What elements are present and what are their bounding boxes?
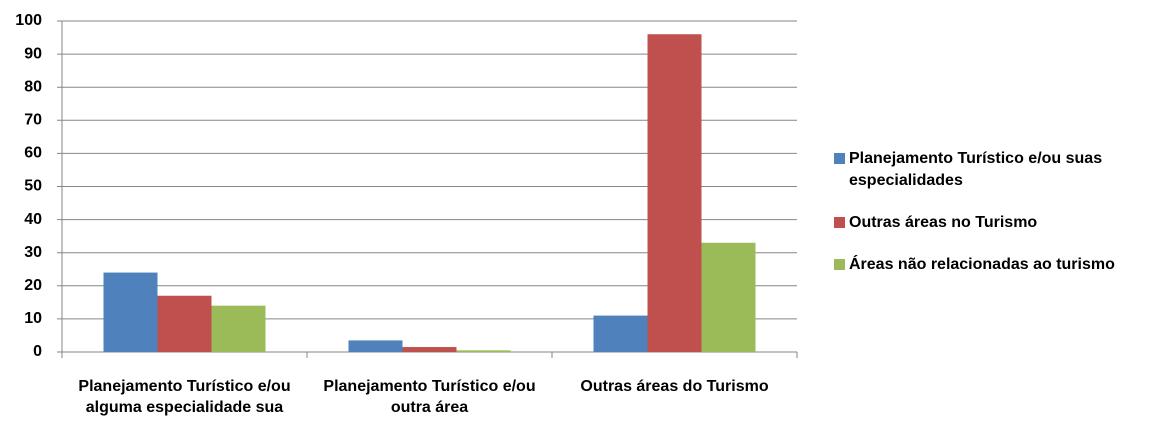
legend-item: Outras áreas no Turismo	[834, 212, 1164, 234]
x-tick-label: Outras áreas do Turismo	[580, 378, 769, 395]
legend-swatch	[834, 153, 845, 164]
bar	[157, 295, 212, 352]
legend-item: Planejamento Turístico e/ou suas especia…	[834, 148, 1164, 192]
legend-swatch	[834, 259, 845, 270]
x-tick-label: Planejamento Turístico e/ou outra área	[323, 378, 536, 416]
legend-swatch	[834, 217, 845, 228]
y-tick-label: 0	[33, 343, 42, 360]
y-tick-label: 10	[24, 310, 42, 327]
bar	[402, 347, 457, 352]
legend-item: Áreas não relacionadas ao turismo	[834, 254, 1164, 276]
y-tick-label: 70	[24, 112, 42, 129]
y-tick-label: 30	[24, 244, 42, 261]
y-tick-label: 50	[24, 178, 42, 195]
y-tick-label: 20	[24, 277, 42, 294]
bar	[456, 350, 511, 352]
y-tick-label: 80	[24, 78, 42, 95]
bar	[701, 242, 756, 352]
bar	[593, 315, 648, 352]
x-tick-label: Planejamento Turístico e/ou alguma espec…	[78, 378, 291, 416]
legend-label: Planejamento Turístico e/ou suas especia…	[849, 150, 1103, 189]
bar	[103, 272, 158, 352]
legend-label: Áreas não relacionadas ao turismo	[849, 256, 1115, 273]
y-tick-label: 60	[24, 145, 42, 162]
y-tick-label: 90	[24, 45, 42, 62]
legend-label: Outras áreas no Turismo	[849, 214, 1038, 231]
y-tick-label: 100	[15, 12, 42, 29]
y-tick-label: 40	[24, 211, 42, 228]
bar	[348, 340, 403, 352]
bar	[647, 34, 702, 353]
legend: Planejamento Turístico e/ou suas especia…	[834, 148, 1164, 296]
bar	[211, 305, 266, 352]
